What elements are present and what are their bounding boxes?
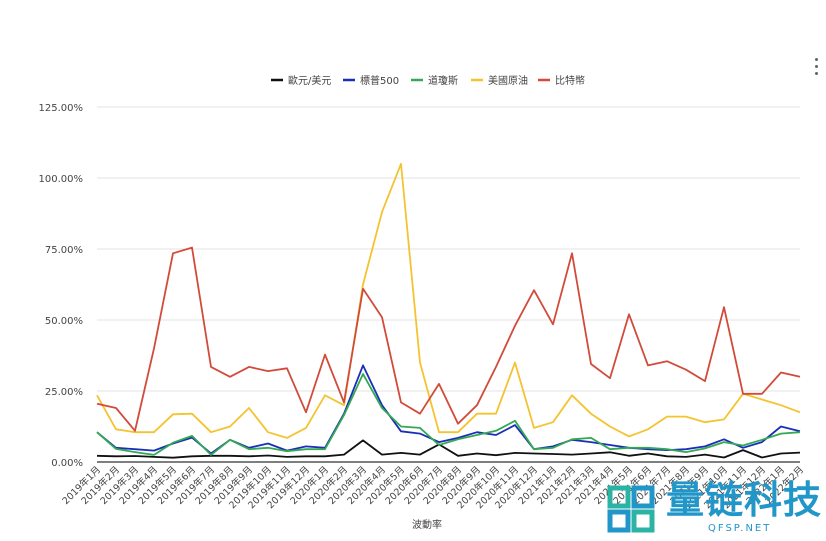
y-tick-label: 75.00% <box>45 245 83 256</box>
series-line <box>96 364 801 455</box>
series-line <box>96 439 801 459</box>
watermark-cube-icon <box>607 485 655 533</box>
y-tick-label: 125.00% <box>39 103 84 114</box>
legend-label: 道瓊斯 <box>428 74 458 87</box>
series-line <box>96 162 801 439</box>
legend-label: 標普500 <box>360 74 399 87</box>
y-tick-label: 0.00% <box>51 458 83 469</box>
more-vert-icon[interactable] <box>812 58 820 80</box>
y-tick-label: 100.00% <box>39 174 84 185</box>
series-line <box>96 246 801 432</box>
watermark-logo: 量链科技 QFSP.NET <box>600 478 826 541</box>
x-axis-title: 波動率 <box>412 518 442 531</box>
legend-label: 比特幣 <box>555 75 585 87</box>
y-tick-label: 25.00% <box>45 387 83 398</box>
watermark-text: 量链科技 <box>666 478 823 522</box>
y-tick-label: 50.00% <box>45 316 83 327</box>
legend-label: 美國原油 <box>488 74 528 87</box>
watermark-subtext: QFSP.NET <box>708 523 772 534</box>
legend-label: 歐元/美元 <box>288 74 331 87</box>
series-line <box>96 373 801 456</box>
